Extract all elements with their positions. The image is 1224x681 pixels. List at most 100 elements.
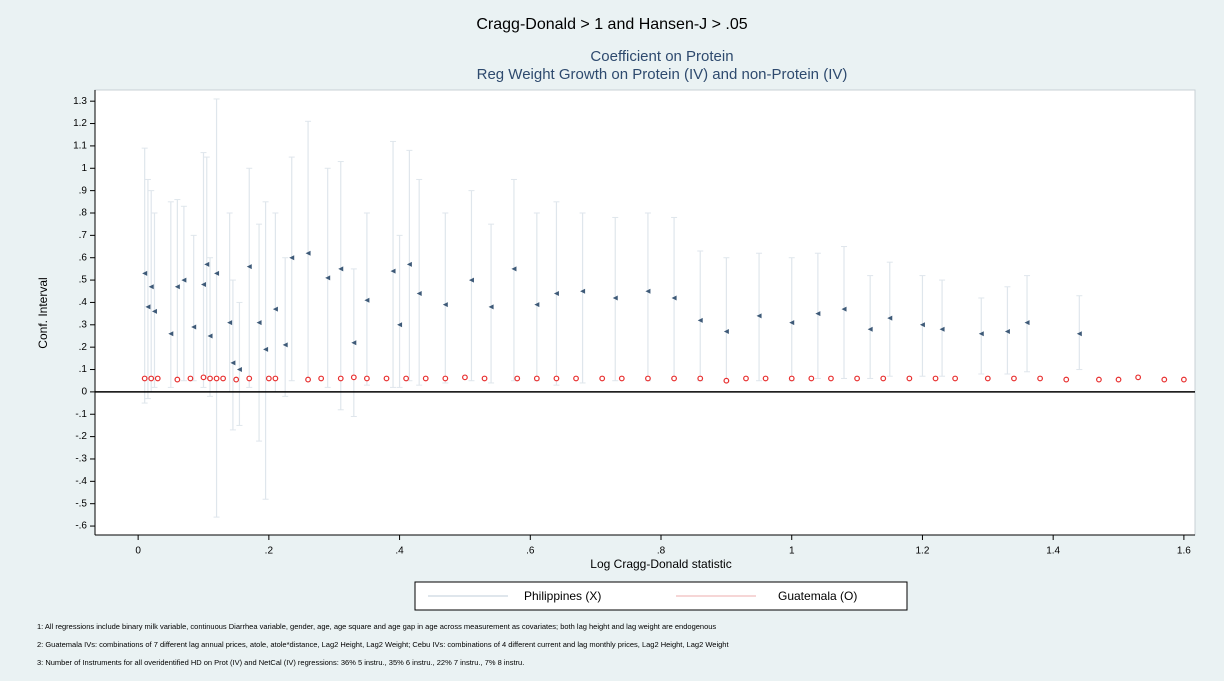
point [887, 315, 893, 321]
point [168, 331, 174, 337]
y-tick-label: .3 [79, 319, 88, 330]
point [383, 375, 390, 382]
y-tick-label: .1 [79, 364, 88, 375]
point [214, 270, 220, 276]
point [305, 250, 311, 256]
point [256, 320, 262, 326]
point [841, 306, 847, 312]
point [645, 288, 651, 294]
point [230, 360, 236, 366]
point [1037, 375, 1043, 382]
point [403, 375, 410, 382]
x-tick-label: .2 [265, 546, 274, 557]
point [422, 375, 429, 382]
point [534, 302, 540, 308]
legend-label: Guatemala (O) [778, 589, 857, 603]
y-tick-label: -.6 [75, 521, 87, 532]
point [762, 375, 769, 382]
x-tick-label: .6 [526, 546, 535, 557]
y-tick-label: -.2 [75, 431, 87, 442]
point [808, 375, 815, 382]
point [174, 376, 181, 383]
point [364, 297, 370, 303]
point [325, 275, 331, 281]
y-tick-label: .7 [79, 230, 88, 241]
point [145, 304, 151, 310]
point [337, 375, 344, 382]
point [906, 375, 913, 382]
x-tick-label: 1.2 [915, 546, 929, 557]
y-tick-label: .8 [79, 208, 88, 219]
point [390, 268, 396, 274]
point [919, 322, 925, 328]
point [200, 282, 206, 288]
point [289, 255, 295, 261]
point [533, 375, 540, 382]
point [142, 270, 148, 276]
point [220, 375, 227, 382]
point [236, 367, 242, 373]
point [481, 375, 488, 382]
point [148, 284, 154, 290]
point [1076, 331, 1082, 337]
point [207, 375, 213, 382]
y-tick-label: .6 [79, 252, 88, 263]
point [788, 375, 795, 382]
point [318, 375, 325, 382]
point [265, 375, 272, 382]
point [174, 284, 180, 290]
point [187, 375, 194, 382]
point [207, 333, 213, 339]
x-axis-title: Log Cragg-Donald statistic [590, 557, 731, 571]
point [397, 322, 403, 328]
point [723, 329, 729, 335]
point [442, 302, 448, 308]
y-tick-label: 1.1 [73, 141, 87, 152]
point [815, 311, 821, 317]
y-tick-label: .2 [79, 342, 88, 353]
point [246, 375, 253, 382]
point [462, 374, 468, 381]
x-tick-label: 1.4 [1046, 546, 1060, 557]
y-tick-label: -.5 [75, 498, 87, 509]
point [618, 375, 625, 382]
point [154, 375, 161, 382]
point [573, 375, 579, 382]
y-axis-title: Conf. Interval [36, 277, 50, 348]
x-tick-label: 1 [789, 546, 795, 557]
point [151, 308, 157, 314]
point [488, 304, 494, 310]
point [645, 375, 651, 382]
point [416, 290, 422, 296]
point [338, 266, 344, 272]
point [1180, 376, 1187, 383]
point [612, 295, 618, 301]
point [1004, 329, 1010, 335]
point [442, 375, 449, 382]
point [743, 375, 749, 382]
point [671, 295, 677, 301]
point [880, 375, 887, 382]
footnote: 2: Guatemala IVs: combinations of 7 diff… [37, 640, 729, 649]
y-tick-label: 0 [81, 387, 87, 398]
point [1115, 376, 1122, 383]
y-tick-label: .4 [79, 297, 88, 308]
point [351, 340, 357, 346]
point [350, 374, 357, 381]
point [246, 264, 252, 270]
point [511, 266, 517, 272]
point [867, 326, 873, 332]
point [272, 306, 278, 312]
point [789, 320, 795, 326]
x-tick-label: 0 [135, 546, 141, 557]
point [282, 342, 288, 348]
y-tick-label: .5 [79, 275, 88, 286]
point [213, 375, 220, 382]
point [363, 375, 370, 382]
y-tick-label: -.3 [75, 454, 87, 465]
point [553, 375, 560, 382]
y-tick-label: 1.3 [73, 96, 87, 107]
plot-area [94, 89, 1196, 536]
point [1161, 376, 1168, 383]
x-tick-label: 1.6 [1177, 546, 1191, 557]
